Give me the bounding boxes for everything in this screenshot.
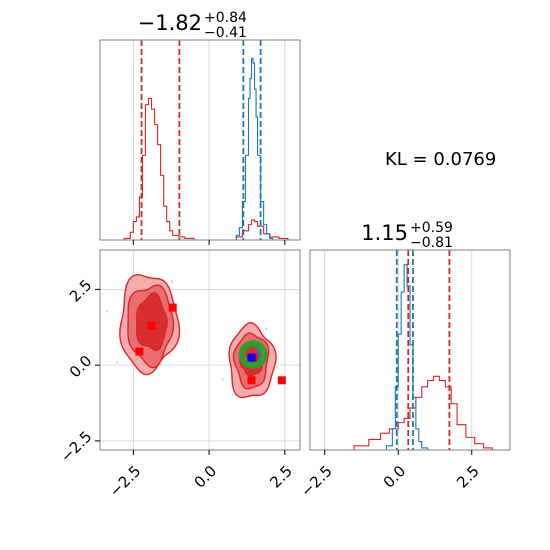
sample-point	[105, 310, 109, 313]
x-tick-label: 0.0	[191, 462, 221, 492]
histogram-step	[380, 264, 429, 450]
axes-frame	[309, 249, 511, 451]
title-upper: +0.84	[204, 10, 247, 26]
x-ticks: −2.5 0.0 2.5	[106, 450, 296, 500]
marker-square	[168, 303, 177, 312]
joint-panel: −2.5 0.0 2.5 −2.5 0.0 2.5	[57, 249, 301, 500]
y-tick-label: 0.0	[66, 352, 96, 382]
density-contour	[242, 343, 264, 366]
title-lower: −0.81	[410, 235, 453, 251]
marker-square	[277, 376, 286, 385]
histogram-panel-right: −2.5 0.0 2.5 1.15 +0.59 −0.81	[297, 220, 511, 500]
density-contour	[238, 340, 268, 369]
y-ticks: −2.5 0.0 2.5	[57, 276, 100, 466]
y-tick-label: −2.5	[57, 427, 95, 465]
sample-point	[159, 363, 162, 366]
y-tick-label: 2.5	[66, 276, 96, 306]
marker-square	[147, 321, 156, 330]
marker-square	[135, 347, 144, 356]
quantile-lines	[140, 40, 262, 240]
marker-square	[247, 353, 256, 362]
axes-frame	[99, 249, 301, 451]
histogram-step	[339, 375, 493, 450]
sample-point	[276, 366, 279, 369]
histogram-series	[118, 57, 289, 240]
x-tick-label: 2.5	[266, 462, 296, 492]
marker-square	[247, 376, 256, 385]
title-value: −1.82	[138, 11, 202, 35]
grid-lines	[132, 40, 286, 240]
histogram-step	[230, 57, 274, 240]
histogram-step	[118, 97, 289, 240]
axes-frame	[99, 39, 301, 241]
title-value: 1.15	[361, 221, 408, 245]
x-tick-label: 2.5	[453, 462, 483, 492]
histogram-series	[339, 264, 493, 450]
x-ticks: −2.5 0.0 2.5	[297, 450, 483, 500]
x-tick-label: 0.0	[380, 462, 410, 492]
title-upper: +0.59	[410, 220, 453, 236]
sample-point	[169, 353, 172, 356]
title-lower: −0.41	[204, 25, 247, 41]
marker-points	[135, 303, 286, 385]
x-ticks	[132, 240, 286, 245]
histogram-panel-top: −1.82 +0.84 −0.41	[99, 10, 301, 245]
sample-point	[115, 361, 119, 364]
sample-point	[265, 327, 268, 330]
quantile-lines	[395, 250, 451, 450]
density-contour	[135, 291, 168, 352]
sample-point	[170, 280, 174, 283]
x-tick-label: −2.5	[297, 462, 335, 500]
x-tick-label: −2.5	[106, 462, 144, 500]
sample-point	[221, 378, 224, 381]
kl-divergence-label: KL = 0.0769	[385, 149, 496, 170]
